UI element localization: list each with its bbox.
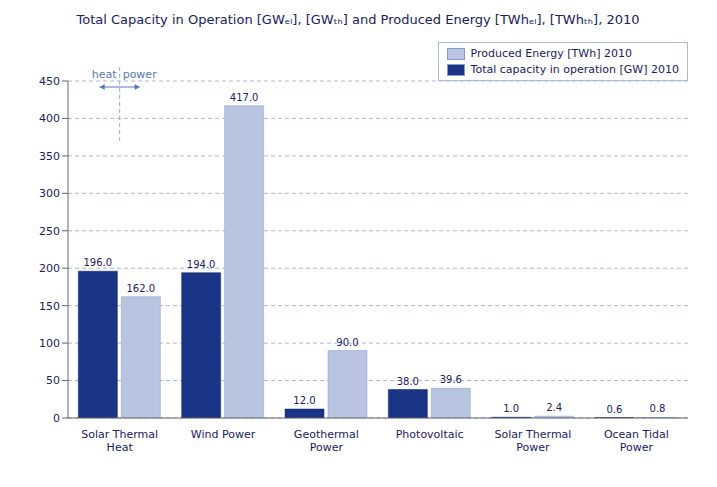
- svg-text:400: 400: [39, 112, 60, 125]
- svg-text:38.0: 38.0: [397, 376, 419, 387]
- svg-text:417.0: 417.0: [230, 92, 259, 103]
- svg-text:300: 300: [39, 187, 60, 200]
- svg-text:200: 200: [39, 262, 60, 275]
- svg-text:Solar ThermalHeat: Solar ThermalHeat: [81, 428, 158, 454]
- svg-text:250: 250: [39, 225, 60, 238]
- svg-text:power: power: [123, 68, 157, 81]
- svg-text:0.8: 0.8: [650, 403, 666, 414]
- svg-text:196.0: 196.0: [84, 257, 113, 268]
- svg-text:0: 0: [53, 412, 60, 425]
- svg-text:450: 450: [39, 75, 60, 88]
- html-text:Produced Energy [TWh] 2010: Produced Energy [TWh] 2010: [470, 47, 632, 60]
- svg-text:39.6: 39.6: [440, 374, 462, 385]
- svg-text:0.6: 0.6: [607, 404, 623, 415]
- svg-text:350: 350: [39, 150, 60, 163]
- html-text:Total Capacity in Operation [G: Total Capacity in Operation [GWₑₗ], [GWₜ…: [76, 12, 640, 27]
- svg-text:1.0: 1.0: [503, 403, 519, 414]
- svg-text:100: 100: [39, 337, 60, 350]
- svg-text:2.4: 2.4: [546, 402, 562, 413]
- svg-text:162.0: 162.0: [127, 283, 156, 294]
- svg-text:50: 50: [46, 374, 60, 387]
- svg-text:90.0: 90.0: [336, 337, 358, 348]
- svg-text:GeothermalPower: GeothermalPower: [294, 428, 359, 454]
- svg-text:194.0: 194.0: [187, 259, 216, 270]
- svg-text:Solar ThermalPower: Solar ThermalPower: [495, 428, 572, 454]
- svg-text:150: 150: [39, 300, 60, 313]
- svg-text:Photovoltaic: Photovoltaic: [396, 428, 464, 441]
- svg-text:heat: heat: [92, 68, 117, 81]
- html-text:Total capacity in operation [G: Total capacity in operation [GW] 2010: [470, 63, 679, 76]
- svg-text:12.0: 12.0: [293, 395, 315, 406]
- svg-text:Wind Power: Wind Power: [191, 428, 256, 441]
- svg-text:Ocean TidalPower: Ocean TidalPower: [604, 428, 669, 454]
